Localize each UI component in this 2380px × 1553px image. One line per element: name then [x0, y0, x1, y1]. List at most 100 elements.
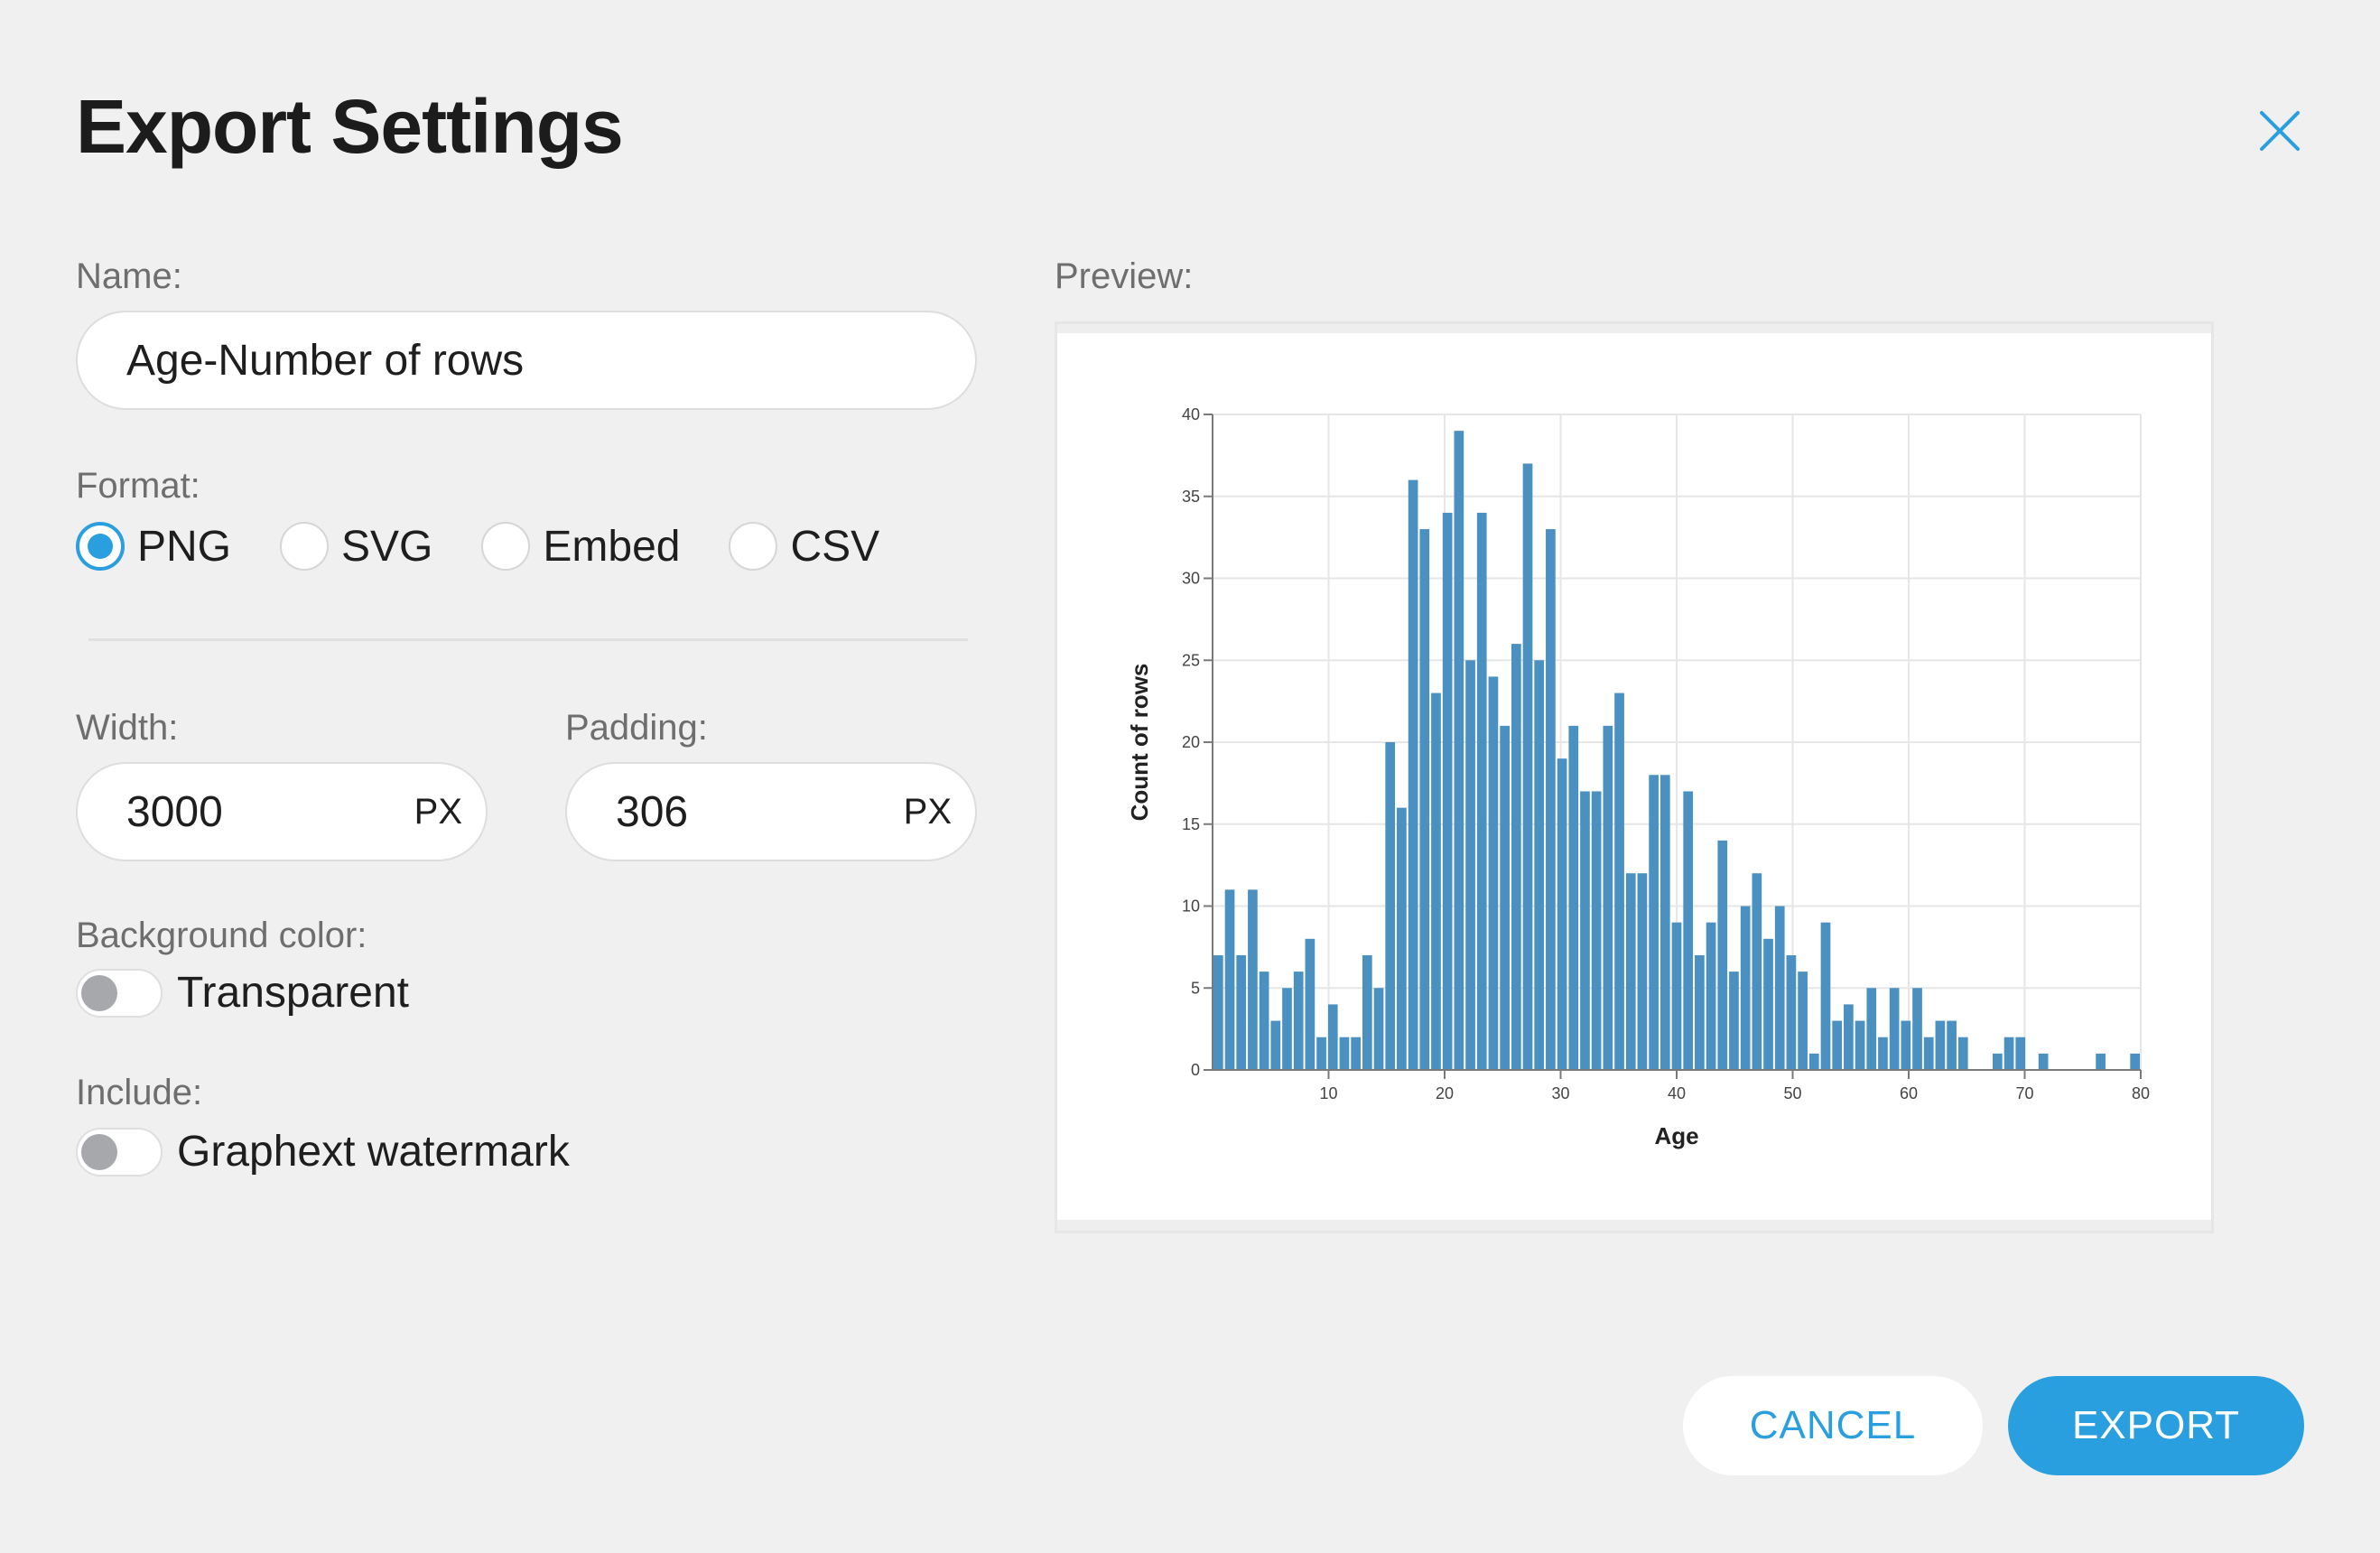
histogram-bar	[1224, 889, 1235, 1070]
format-option-csv[interactable]: CSV	[729, 522, 879, 572]
format-option-embed[interactable]: Embed	[481, 522, 680, 572]
histogram-bar	[1419, 529, 1430, 1070]
histogram-bar	[1431, 693, 1441, 1070]
padding-input[interactable]: 306 PX	[565, 762, 977, 861]
histogram-bar	[1213, 954, 1223, 1070]
x-tick-label: 50	[1783, 1084, 1801, 1102]
histogram-bar	[1408, 479, 1418, 1070]
histogram-bar	[1488, 676, 1499, 1070]
histogram-bar	[1476, 512, 1487, 1070]
histogram-bar	[1683, 791, 1694, 1070]
histogram-bar	[1649, 775, 1659, 1070]
histogram-bar	[1327, 1004, 1338, 1070]
histogram-bar	[1659, 775, 1670, 1070]
histogram-bar	[1397, 807, 1407, 1070]
background-color-label: Background color:	[76, 916, 367, 955]
histogram-bar	[1866, 988, 1877, 1070]
histogram-bar	[1912, 988, 1922, 1070]
watermark-toggle-row[interactable]: Graphext watermark	[76, 1127, 570, 1176]
histogram-bar	[1993, 1053, 2003, 1070]
histogram-bar	[1901, 1020, 1911, 1070]
x-tick-label: 70	[2015, 1084, 2033, 1102]
histogram-bar	[1546, 529, 1556, 1070]
format-radio-group: PNG SVG Embed CSV	[76, 515, 928, 578]
x-tick-label: 80	[2132, 1084, 2150, 1102]
histogram-bar	[1316, 1037, 1326, 1070]
histogram-bar	[1351, 1037, 1361, 1070]
width-input-value: 3000	[126, 787, 223, 836]
y-tick-label: 40	[1182, 405, 1200, 423]
histogram-bar	[1465, 660, 1475, 1070]
radio-unselected-icon	[729, 522, 778, 571]
histogram-bar	[1580, 791, 1590, 1070]
histogram-bar	[1454, 431, 1464, 1070]
y-tick-label: 0	[1191, 1061, 1200, 1079]
histogram-bar	[1729, 972, 1739, 1070]
export-button[interactable]: EXPORT	[2008, 1376, 2304, 1475]
preview-label: Preview:	[1055, 256, 1194, 296]
histogram-bar	[1695, 954, 1705, 1070]
histogram-bar	[2130, 1053, 2140, 1070]
histogram-bar	[1878, 1037, 1888, 1070]
transparent-toggle-label: Transparent	[177, 969, 410, 1017]
close-button[interactable]	[2248, 99, 2311, 163]
histogram-bar	[1534, 660, 1545, 1070]
x-axis-label: Age	[1654, 1122, 1698, 1149]
x-tick-label: 30	[1551, 1084, 1569, 1102]
histogram-bar	[1820, 922, 1831, 1070]
padding-label: Padding:	[565, 708, 708, 748]
y-tick-label: 15	[1182, 815, 1200, 833]
format-option-label: CSV	[790, 522, 880, 571]
histogram-bar	[1717, 840, 1728, 1070]
histogram-bar	[1889, 988, 1900, 1070]
histogram-bar	[1947, 1020, 1957, 1070]
name-input[interactable]: Age-Number of rows	[76, 311, 977, 410]
histogram-bar	[1248, 889, 1258, 1070]
histogram-bar	[1522, 463, 1533, 1070]
dialog-title: Export Settings	[76, 84, 624, 169]
y-tick-label: 30	[1182, 570, 1200, 588]
histogram-bar	[1339, 1037, 1350, 1070]
watermark-toggle[interactable]	[76, 1127, 163, 1176]
histogram-bar	[1270, 1020, 1281, 1070]
cancel-button[interactable]: CANCEL	[1683, 1376, 1983, 1475]
histogram-bar	[1671, 922, 1682, 1070]
section-divider	[88, 638, 968, 641]
y-axis-label: Count of rows	[1126, 664, 1153, 822]
toggle-knob-icon	[81, 974, 117, 1011]
padding-input-value: 306	[616, 787, 689, 836]
name-label: Name:	[76, 256, 182, 296]
histogram-bar	[1293, 972, 1304, 1070]
histogram-bar	[1706, 922, 1716, 1070]
histogram-bar	[2096, 1053, 2106, 1070]
width-label: Width:	[76, 708, 179, 748]
histogram-bar	[1236, 954, 1247, 1070]
histogram-bar	[1786, 954, 1797, 1070]
histogram-bar	[1763, 938, 1773, 1070]
histogram-bar	[1855, 1020, 1865, 1070]
chart-preview: 0 5 10 15 20 25 30 35 40 10 20 30 40 50 60 70 80 Age Count…	[1055, 321, 2214, 1233]
histogram-bar	[1614, 693, 1624, 1070]
histogram-bar	[1637, 873, 1648, 1070]
radio-selected-icon	[76, 522, 125, 571]
histogram-bar	[1625, 873, 1636, 1070]
close-icon	[2260, 111, 2300, 151]
transparent-toggle[interactable]	[76, 968, 163, 1018]
histogram-bar	[1798, 972, 1808, 1070]
x-tick-label: 20	[1436, 1084, 1454, 1102]
format-option-svg[interactable]: SVG	[280, 522, 432, 572]
width-input[interactable]: 3000 PX	[76, 762, 488, 861]
x-tick-label: 40	[1668, 1084, 1686, 1102]
histogram-bar	[1362, 954, 1372, 1070]
histogram-bar	[1442, 512, 1453, 1070]
radio-unselected-icon	[280, 522, 330, 571]
x-tick-label: 10	[1319, 1084, 1337, 1102]
width-unit: PX	[414, 791, 462, 832]
histogram-bar	[1832, 1020, 1843, 1070]
transparent-toggle-row[interactable]: Transparent	[76, 968, 409, 1018]
format-option-png[interactable]: PNG	[76, 522, 231, 572]
histogram-bar	[1373, 988, 1384, 1070]
histogram-bar	[1957, 1037, 1968, 1070]
format-option-label: SVG	[341, 522, 433, 571]
